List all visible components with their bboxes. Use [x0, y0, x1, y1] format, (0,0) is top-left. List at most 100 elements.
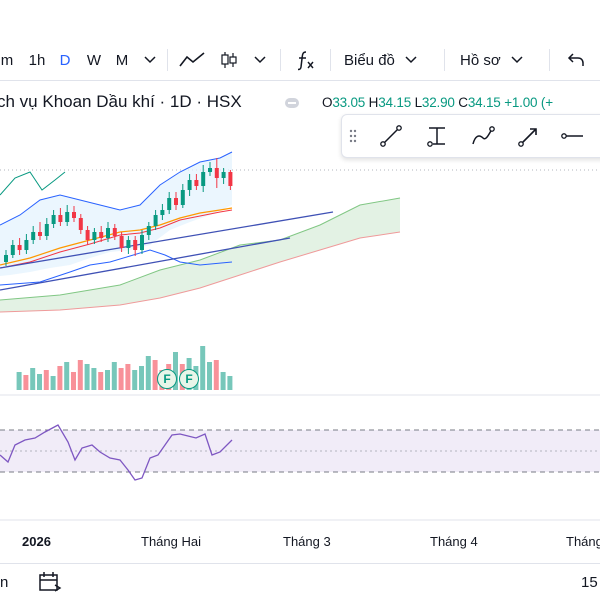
candle-body — [92, 232, 97, 240]
event-badge[interactable]: F — [179, 369, 199, 389]
indicators-fx-button[interactable] — [292, 40, 318, 80]
trend-line-tool[interactable] — [374, 115, 408, 157]
candle-body — [174, 198, 178, 205]
volume-bar — [200, 346, 206, 390]
candles-button[interactable] — [216, 40, 242, 80]
profile-menu-label: Hồ sơ — [460, 51, 501, 69]
interval-m[interactable]: M — [115, 51, 129, 69]
volume-bar — [125, 364, 131, 390]
candle-body — [153, 215, 158, 226]
interval-minute[interactable]: m — [0, 51, 14, 69]
horizontal-line-icon — [561, 133, 583, 139]
calendar-icon[interactable] — [38, 571, 62, 593]
volume-bar — [37, 374, 42, 390]
volume-bar — [23, 375, 29, 390]
toolbar-divider — [549, 49, 550, 71]
cloud-edge-a — [0, 197, 401, 301]
candle-body — [180, 190, 185, 205]
volume-bar — [64, 362, 70, 390]
collapse-legend-icon[interactable] — [285, 98, 299, 108]
candle-body — [221, 172, 226, 178]
rsi-line — [0, 424, 233, 481]
interval-w[interactable]: W — [86, 51, 102, 69]
volume-bar — [207, 362, 212, 390]
drag-handle-icon — [349, 129, 357, 143]
candle-body — [51, 215, 56, 224]
interval-1h[interactable]: 1h — [28, 51, 46, 69]
profile-menu-button[interactable]: Hồ sơ — [460, 40, 545, 80]
chevron-down-icon — [511, 56, 523, 64]
volume-bar — [132, 370, 138, 390]
candle-body — [44, 224, 49, 236]
volume-bar — [139, 366, 144, 390]
ohlc-values: O33.05 H34.15 L32.90 C34.15 +1.00 (+ — [322, 95, 553, 110]
candle-body — [140, 235, 144, 250]
high-value: 34.15 — [378, 95, 412, 110]
line-chart-icon — [179, 52, 205, 67]
horizontal-line-tool[interactable] — [554, 115, 588, 157]
toolbar-divider — [167, 49, 168, 71]
volume-bar — [77, 360, 83, 390]
bottom-bar: n 15 — [0, 563, 600, 601]
bollinger-upper — [0, 151, 233, 226]
candle-body — [201, 172, 206, 186]
candle-body — [10, 245, 15, 255]
undo-icon — [567, 53, 584, 66]
bollinger-lower — [0, 249, 233, 286]
candle-body — [208, 168, 212, 172]
candle-body — [119, 236, 124, 248]
chart-menu-button[interactable]: Biểu đồ — [344, 40, 434, 80]
close-value: 34.15 — [467, 95, 501, 110]
candle-body — [133, 240, 138, 250]
chevron-down-icon — [144, 56, 156, 64]
toolbar-divider — [444, 49, 445, 71]
volume-bar — [118, 368, 124, 390]
toolbar-divider — [280, 49, 281, 71]
bottom-left-text[interactable]: n — [0, 574, 9, 591]
candle-body — [146, 226, 151, 235]
candle-body — [72, 212, 76, 218]
volume-bar — [57, 366, 63, 390]
change-value: +1.00 (+ — [504, 95, 553, 110]
candle-body — [187, 180, 192, 190]
volume-series — [16, 346, 233, 390]
volume-bar — [220, 372, 226, 390]
candle-body — [228, 172, 233, 186]
drag-handle[interactable] — [342, 115, 364, 157]
brush-tool[interactable] — [466, 115, 500, 157]
volume-bar — [145, 356, 151, 390]
chart-type-dropdown[interactable] — [250, 40, 270, 80]
cloud-edge-b — [0, 231, 401, 313]
candle-body — [214, 168, 219, 178]
bollinger-fill — [0, 152, 232, 276]
volume-bar — [43, 370, 49, 390]
arrow-tool[interactable] — [512, 115, 546, 157]
candlestick-series — [4, 158, 233, 266]
volume-bar — [152, 360, 158, 390]
price-range-tool[interactable] — [420, 115, 454, 157]
moving-average-2 — [0, 209, 233, 269]
open-value: 33.05 — [332, 95, 366, 110]
time-axis-label: Tháng Hai — [141, 534, 201, 549]
volume-bar — [173, 352, 178, 390]
interval-d[interactable]: D — [59, 51, 71, 69]
volume-bar — [30, 368, 36, 390]
candle-body — [24, 240, 29, 250]
bottom-right-text[interactable]: 15 — [581, 574, 598, 591]
undo-button[interactable] — [562, 40, 590, 80]
trend-line-icon — [380, 125, 402, 147]
volume-bar — [98, 372, 104, 390]
candle-body — [85, 230, 90, 240]
event-badge[interactable]: F — [157, 369, 177, 389]
symbol-title[interactable]: ch vụ Khoan Dầu khí · 1D · HSX — [0, 92, 242, 111]
chevron-down-icon — [254, 56, 266, 64]
low-value: 32.90 — [421, 95, 455, 110]
candle-body — [78, 218, 83, 230]
interval-dropdown[interactable] — [140, 40, 160, 80]
candle-body — [126, 240, 131, 248]
volume-bar — [50, 376, 56, 390]
candle-body — [160, 210, 165, 215]
top-toolbar: m 1h D W M Biểu đồ Hồ sơ — [0, 40, 600, 81]
chart-type-button[interactable] — [176, 40, 208, 80]
